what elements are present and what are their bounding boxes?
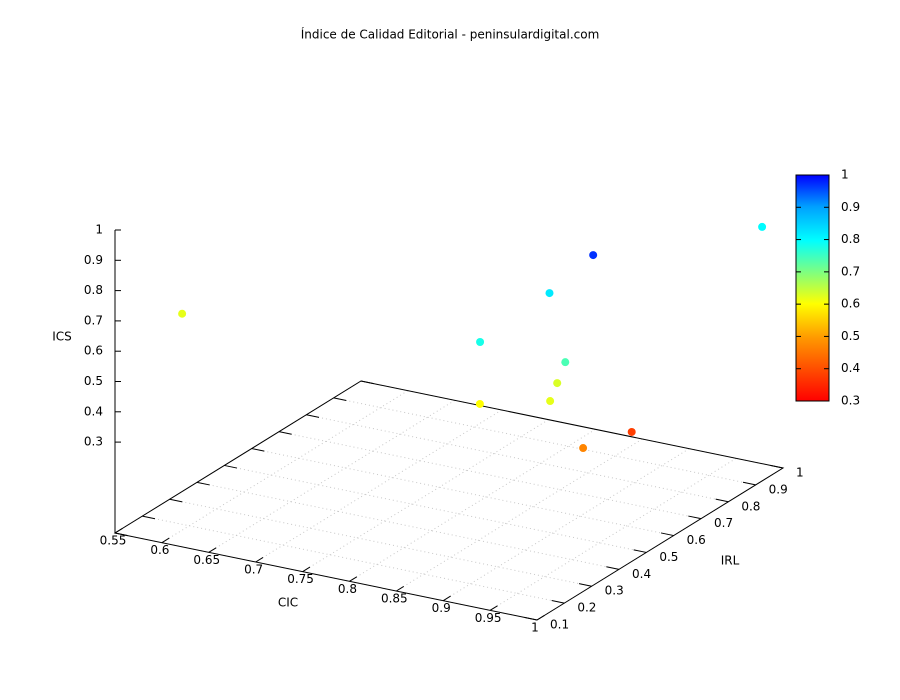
- z-tick-label: 1: [95, 223, 103, 237]
- z-tick-label: 0.3: [84, 435, 103, 449]
- chart-title: Índice de Calidad Editorial - peninsular…: [301, 27, 600, 42]
- grid-line: [196, 481, 620, 570]
- data-point: [758, 222, 767, 231]
- colorbar-tick-label: 0.8: [841, 232, 860, 246]
- grid-line: [224, 464, 647, 553]
- y-tick: [660, 532, 674, 537]
- x-tick-label: 0.75: [287, 572, 314, 586]
- colorbar-tick-label: 1: [841, 168, 849, 182]
- x-tick-label: 0.55: [100, 534, 127, 548]
- data-point: [553, 379, 562, 388]
- data-point: [475, 399, 484, 408]
- colorbar-tick-label: 0.4: [841, 361, 860, 375]
- y-tick-mirror: [278, 431, 292, 435]
- x-tick: [349, 576, 358, 582]
- grid-line: [278, 431, 702, 520]
- data-point: [627, 427, 636, 436]
- grid-line: [306, 414, 729, 503]
- y-tick: [524, 616, 538, 621]
- grid-line: [251, 448, 674, 537]
- y-tick-mirror: [142, 515, 156, 520]
- x-tick: [396, 586, 404, 592]
- grid-line: [208, 399, 456, 553]
- y-tick-label: 0.1: [550, 618, 569, 632]
- grid-line: [255, 409, 502, 563]
- y-tick-mirror: [306, 414, 320, 418]
- x-tick-label: 0.95: [475, 611, 502, 625]
- colorbar-tick-label: 0.9: [841, 200, 860, 214]
- x-tick-label: 0.85: [381, 592, 408, 606]
- y-tick: [770, 464, 784, 469]
- x-tick: [208, 547, 217, 553]
- z-tick-label: 0.9: [84, 253, 103, 267]
- colorbar-tick-label: 0.5: [841, 329, 860, 343]
- colorbar-tick-label: 0.3: [841, 394, 860, 408]
- data-point: [476, 338, 485, 346]
- z-axis-label: ICS: [52, 330, 72, 344]
- colorbar-tick-label: 0.6: [841, 297, 860, 311]
- grid-line: [442, 448, 690, 602]
- grid-line: [349, 428, 596, 582]
- x-tick: [489, 605, 498, 611]
- z-tick-label: 0.4: [84, 404, 103, 418]
- x-tick-label: 0.7: [244, 563, 263, 577]
- z-tick-label: 0.6: [84, 344, 103, 358]
- data-point: [546, 397, 555, 406]
- data-point: [178, 309, 187, 318]
- y-tick-label: 0.7: [714, 516, 733, 530]
- grid-line: [333, 397, 756, 486]
- data-point: [589, 251, 598, 260]
- y-tick-mirror: [333, 397, 347, 401]
- x-tick: [255, 557, 264, 563]
- y-tick-mirror: [196, 481, 210, 486]
- z-tick-label: 0.5: [84, 374, 103, 388]
- x-tick-label: 0.65: [193, 553, 220, 567]
- x-tick: [536, 615, 545, 621]
- x-tick: [442, 595, 451, 602]
- y-tick: [578, 583, 592, 587]
- y-tick: [742, 481, 756, 486]
- y-tick-label: 0.4: [632, 567, 651, 581]
- colorbar: [795, 174, 830, 402]
- y-tick: [633, 549, 647, 553]
- grid-line: [396, 438, 643, 592]
- y-tick: [551, 600, 565, 604]
- y-tick: [715, 498, 729, 503]
- y-tick-label: 1: [796, 466, 804, 480]
- x-tick-label: 0.8: [338, 582, 357, 596]
- x-tick-label: 1: [531, 621, 539, 635]
- grid-line: [161, 390, 409, 544]
- colorbar-tick-label: 0.7: [841, 264, 860, 278]
- data-point: [561, 358, 570, 367]
- y-tick-label: 0.9: [769, 482, 788, 496]
- x-tick-label: 0.6: [150, 543, 169, 557]
- y-tick: [688, 515, 702, 520]
- y-tick-label: 0.3: [605, 584, 624, 598]
- y-tick-label: 0.5: [659, 550, 678, 564]
- base-border: [113, 380, 785, 621]
- y-tick-mirror: [114, 532, 128, 537]
- x-tick: [302, 566, 311, 573]
- grid-line: [489, 457, 737, 611]
- z-tick-label: 0.7: [84, 313, 103, 327]
- x-tick-label: 0.9: [432, 601, 451, 615]
- y-tick-label: 0.8: [741, 499, 760, 513]
- y-tick-label: 0.2: [577, 601, 596, 615]
- y-tick-mirror: [360, 380, 374, 385]
- y-tick: [606, 566, 620, 570]
- x-tick: [114, 528, 123, 534]
- data-point: [579, 444, 588, 453]
- y-tick-mirror: [224, 464, 238, 469]
- data-point: [545, 289, 554, 298]
- x-axis-label: CIC: [278, 596, 298, 610]
- y-tick-label: 0.6: [687, 533, 706, 547]
- z-tick-label: 0.8: [84, 283, 103, 297]
- grid-line: [302, 419, 549, 573]
- y-tick-mirror: [251, 448, 265, 452]
- y-axis-label: IRL: [721, 554, 740, 568]
- y-tick-mirror: [169, 498, 183, 503]
- x-tick: [161, 537, 170, 544]
- grid-line: [169, 498, 592, 587]
